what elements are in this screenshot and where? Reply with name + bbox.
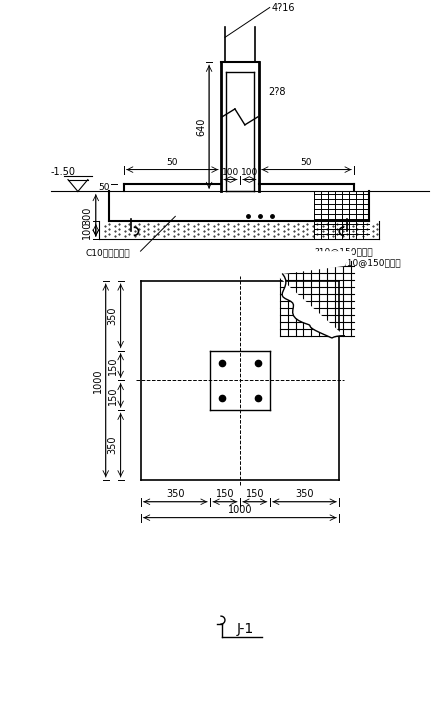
- Text: 2?8: 2?8: [268, 87, 286, 97]
- Text: J-1: J-1: [236, 622, 253, 636]
- Text: 100: 100: [241, 168, 258, 177]
- Text: 100: 100: [222, 168, 239, 177]
- Text: -1.50: -1.50: [50, 167, 75, 177]
- Text: 50: 50: [301, 158, 312, 167]
- Text: C10混凝土墊层: C10混凝土墊层: [86, 248, 131, 258]
- Text: 50: 50: [98, 183, 110, 192]
- Text: 640: 640: [196, 118, 206, 136]
- Text: ?10@150钉筋网: ?10@150钉筋网: [342, 258, 401, 268]
- Text: ?10@150钉筋网: ?10@150钉筋网: [314, 246, 373, 256]
- Text: 4?16: 4?16: [272, 3, 295, 13]
- Text: 150: 150: [246, 488, 264, 499]
- Text: 1000: 1000: [227, 505, 252, 515]
- Text: 350: 350: [295, 488, 314, 499]
- Text: 350: 350: [107, 307, 118, 325]
- Text: 300: 300: [82, 206, 92, 224]
- Polygon shape: [278, 251, 354, 338]
- Text: 150: 150: [107, 356, 118, 375]
- Text: 350: 350: [166, 488, 185, 499]
- Text: 100: 100: [82, 221, 92, 239]
- Text: 150: 150: [107, 386, 118, 405]
- Text: 1000: 1000: [93, 368, 103, 393]
- Text: 50: 50: [166, 158, 178, 167]
- Text: 150: 150: [216, 488, 234, 499]
- Text: 350: 350: [107, 436, 118, 454]
